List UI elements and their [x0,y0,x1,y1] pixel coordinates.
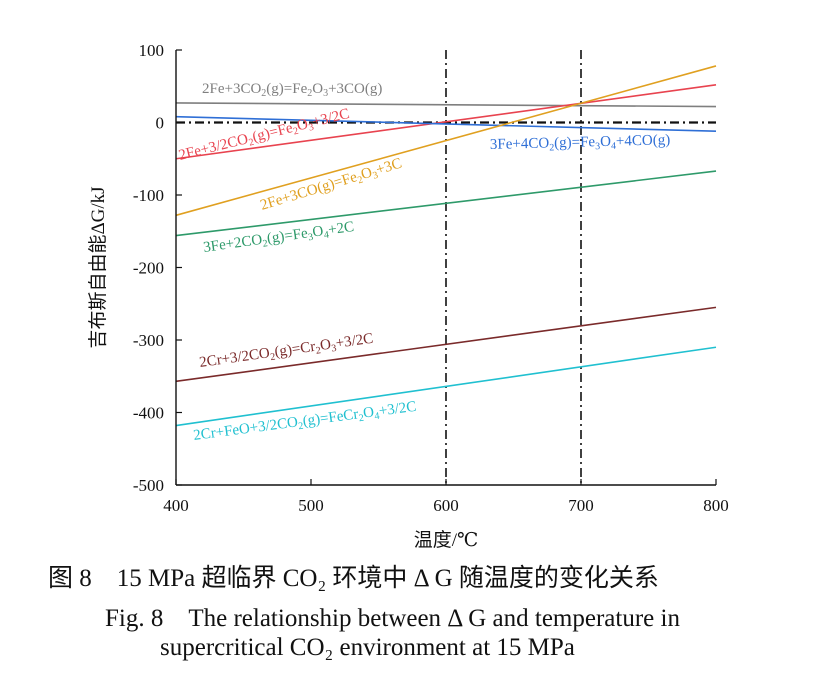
series-label-6: 2Cr+FeO+3/2CO2(g)=FeCr2O4+3/2C [192,399,417,446]
y-tick-label: -100 [133,186,164,205]
series-line-5 [175,306,717,383]
x-tick-label: 500 [298,496,324,515]
x-tick-label: 800 [703,496,729,515]
series-label-1: 2Fe+3/2CO2(g)=Fe2O3+3/2C [177,106,352,166]
series-line-3 [175,65,717,217]
y-tick-label: -500 [133,476,164,495]
series-line-0 [175,102,717,108]
caption-chinese: 图 8 15 MPa 超临界 CO₂ 环境中 Δ G 随温度的变化关系 [48,565,659,592]
series-line-4 [175,170,717,237]
caption-english-line-1: Fig. 8 The relationship between Δ G and … [105,605,680,632]
series-label-4: 3Fe+2CO2(g)=Fe3O4+2C [202,219,355,258]
plot-area: 400 500 600 700 800 100 0 -100 -200 -300 -400 -500 温… [87,41,729,551]
series-label-0: 2Fe+3CO2(g)=Fe2O3+3CO(g) [202,81,382,99]
y-axis-title: 吉布斯自由能ΔG/kJ [87,186,109,348]
y-tick-label: -300 [133,331,164,350]
series-label-3: 2Fe+3CO(g)=Fe2O3+3C [258,156,404,216]
x-axis-title: 温度/℃ [414,529,479,551]
x-tick-label: 700 [568,496,594,515]
series-line-2 [175,115,717,132]
series-line-6 [175,346,717,427]
y-tick-label: -400 [133,404,164,423]
caption-english-line-2: supercritical CO₂ environment at 15 MPa [160,634,575,661]
x-tick-label: 400 [163,496,189,515]
y-tick-label: 100 [139,41,165,60]
x-tick-label: 600 [433,496,459,515]
series-label-2: 3Fe+4CO2(g)=Fe3O4+4CO(g) [490,132,671,155]
y-tick-label: -200 [133,259,164,278]
series-line-1 [175,84,717,160]
y-tick-label: 0 [156,114,165,133]
